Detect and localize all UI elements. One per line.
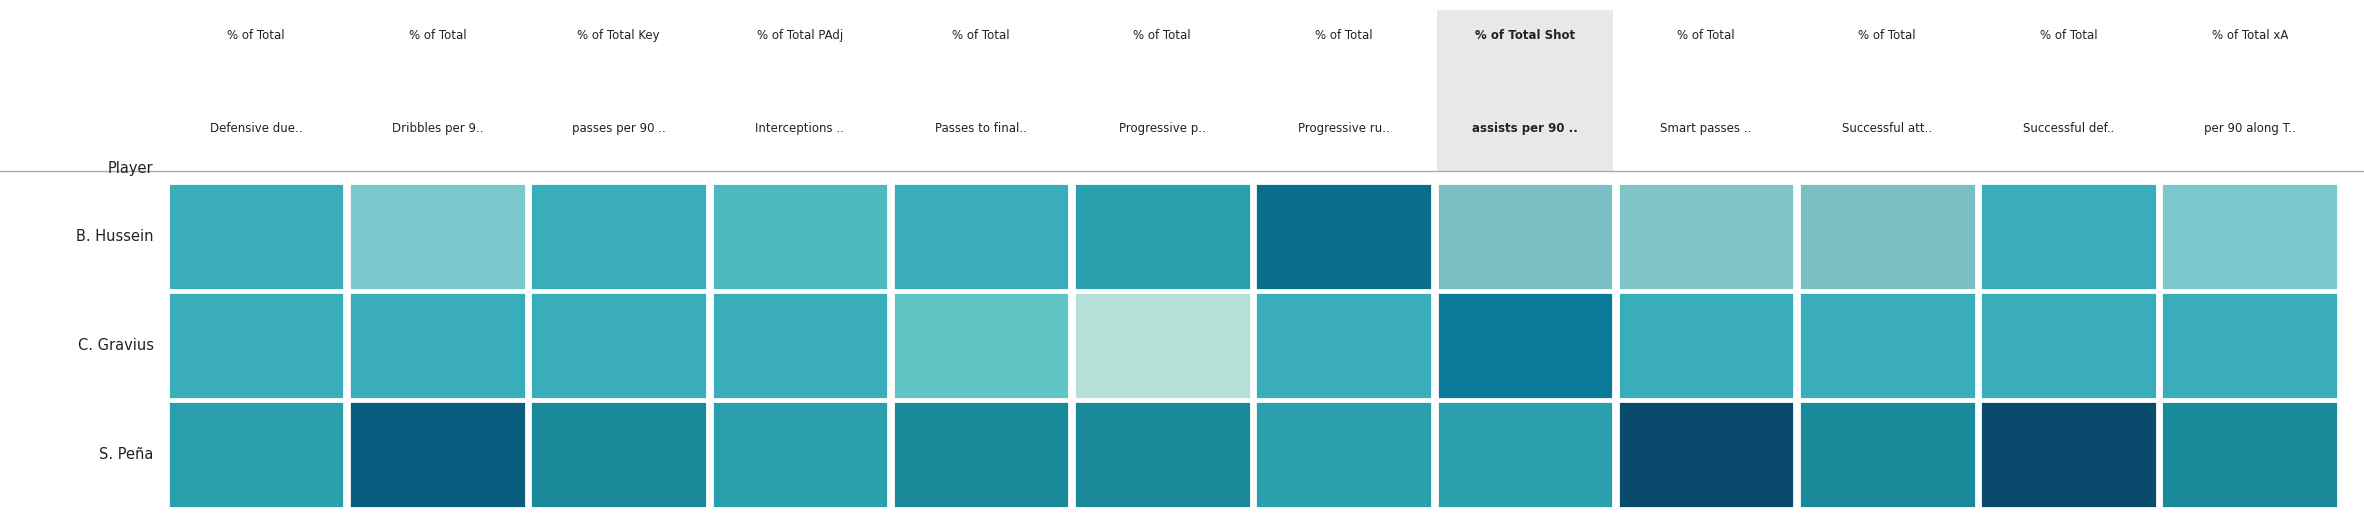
Text: % of Total Shot: % of Total Shot [1475,29,1574,42]
Text: Smart passes ..: Smart passes .. [1660,122,1752,135]
FancyBboxPatch shape [1437,401,1612,508]
FancyBboxPatch shape [2161,292,2338,399]
FancyBboxPatch shape [2161,401,2338,508]
FancyBboxPatch shape [168,401,345,508]
Text: C. Gravius: C. Gravius [78,338,154,352]
FancyBboxPatch shape [1073,183,1251,290]
Text: % of Total xA: % of Total xA [2213,29,2288,42]
Text: Progressive ru..: Progressive ru.. [1298,122,1390,135]
Text: % of Total: % of Total [1132,29,1191,42]
FancyBboxPatch shape [1255,183,1433,290]
FancyBboxPatch shape [1255,401,1433,508]
FancyBboxPatch shape [712,401,889,508]
FancyBboxPatch shape [712,292,889,399]
Text: Progressive p..: Progressive p.. [1118,122,1206,135]
FancyBboxPatch shape [350,401,525,508]
Text: Successful att..: Successful att.. [1842,122,1931,135]
Text: % of Total: % of Total [227,29,286,42]
Text: Interceptions ..: Interceptions .. [756,122,844,135]
FancyBboxPatch shape [894,183,1069,290]
FancyBboxPatch shape [1255,292,1433,399]
FancyBboxPatch shape [1437,183,1612,290]
Text: % of Total PAdj: % of Total PAdj [756,29,844,42]
FancyBboxPatch shape [1617,401,1794,508]
Text: S. Peña: S. Peña [99,447,154,461]
FancyBboxPatch shape [1799,292,1976,399]
FancyBboxPatch shape [1073,401,1251,508]
Text: Dribbles per 9..: Dribbles per 9.. [392,122,482,135]
Text: per 90 along T..: per 90 along T.. [2203,122,2295,135]
Text: Defensive due..: Defensive due.. [210,122,303,135]
Text: % of Total: % of Total [2040,29,2097,42]
FancyBboxPatch shape [1437,292,1612,399]
FancyBboxPatch shape [2161,183,2338,290]
Text: Passes to final..: Passes to final.. [936,122,1026,135]
FancyBboxPatch shape [1437,183,1612,290]
FancyBboxPatch shape [1981,183,2156,290]
FancyBboxPatch shape [1981,292,2156,399]
FancyBboxPatch shape [168,292,345,399]
FancyBboxPatch shape [1437,401,1612,508]
Text: % of Total: % of Total [1314,29,1373,42]
FancyBboxPatch shape [168,183,345,290]
Text: % of Total: % of Total [1676,29,1735,42]
Text: B. Hussein: B. Hussein [76,229,154,243]
FancyBboxPatch shape [350,292,525,399]
FancyBboxPatch shape [1799,401,1976,508]
Text: % of Total: % of Total [953,29,1009,42]
Text: Successful def..: Successful def.. [2024,122,2113,135]
FancyBboxPatch shape [1437,10,1612,171]
Text: passes per 90 ..: passes per 90 .. [572,122,664,135]
FancyBboxPatch shape [350,183,525,290]
FancyBboxPatch shape [530,401,707,508]
FancyBboxPatch shape [530,183,707,290]
Text: % of Total: % of Total [409,29,466,42]
FancyBboxPatch shape [712,183,889,290]
Text: assists per 90 ..: assists per 90 .. [1473,122,1577,135]
FancyBboxPatch shape [1437,292,1612,399]
FancyBboxPatch shape [1617,292,1794,399]
FancyBboxPatch shape [894,401,1069,508]
FancyBboxPatch shape [530,292,707,399]
FancyBboxPatch shape [1073,292,1251,399]
Text: % of Total Key: % of Total Key [577,29,660,42]
Text: Player: Player [109,161,154,176]
FancyBboxPatch shape [894,292,1069,399]
FancyBboxPatch shape [1617,183,1794,290]
FancyBboxPatch shape [1799,183,1976,290]
FancyBboxPatch shape [1981,401,2156,508]
Text: % of Total: % of Total [1858,29,1917,42]
